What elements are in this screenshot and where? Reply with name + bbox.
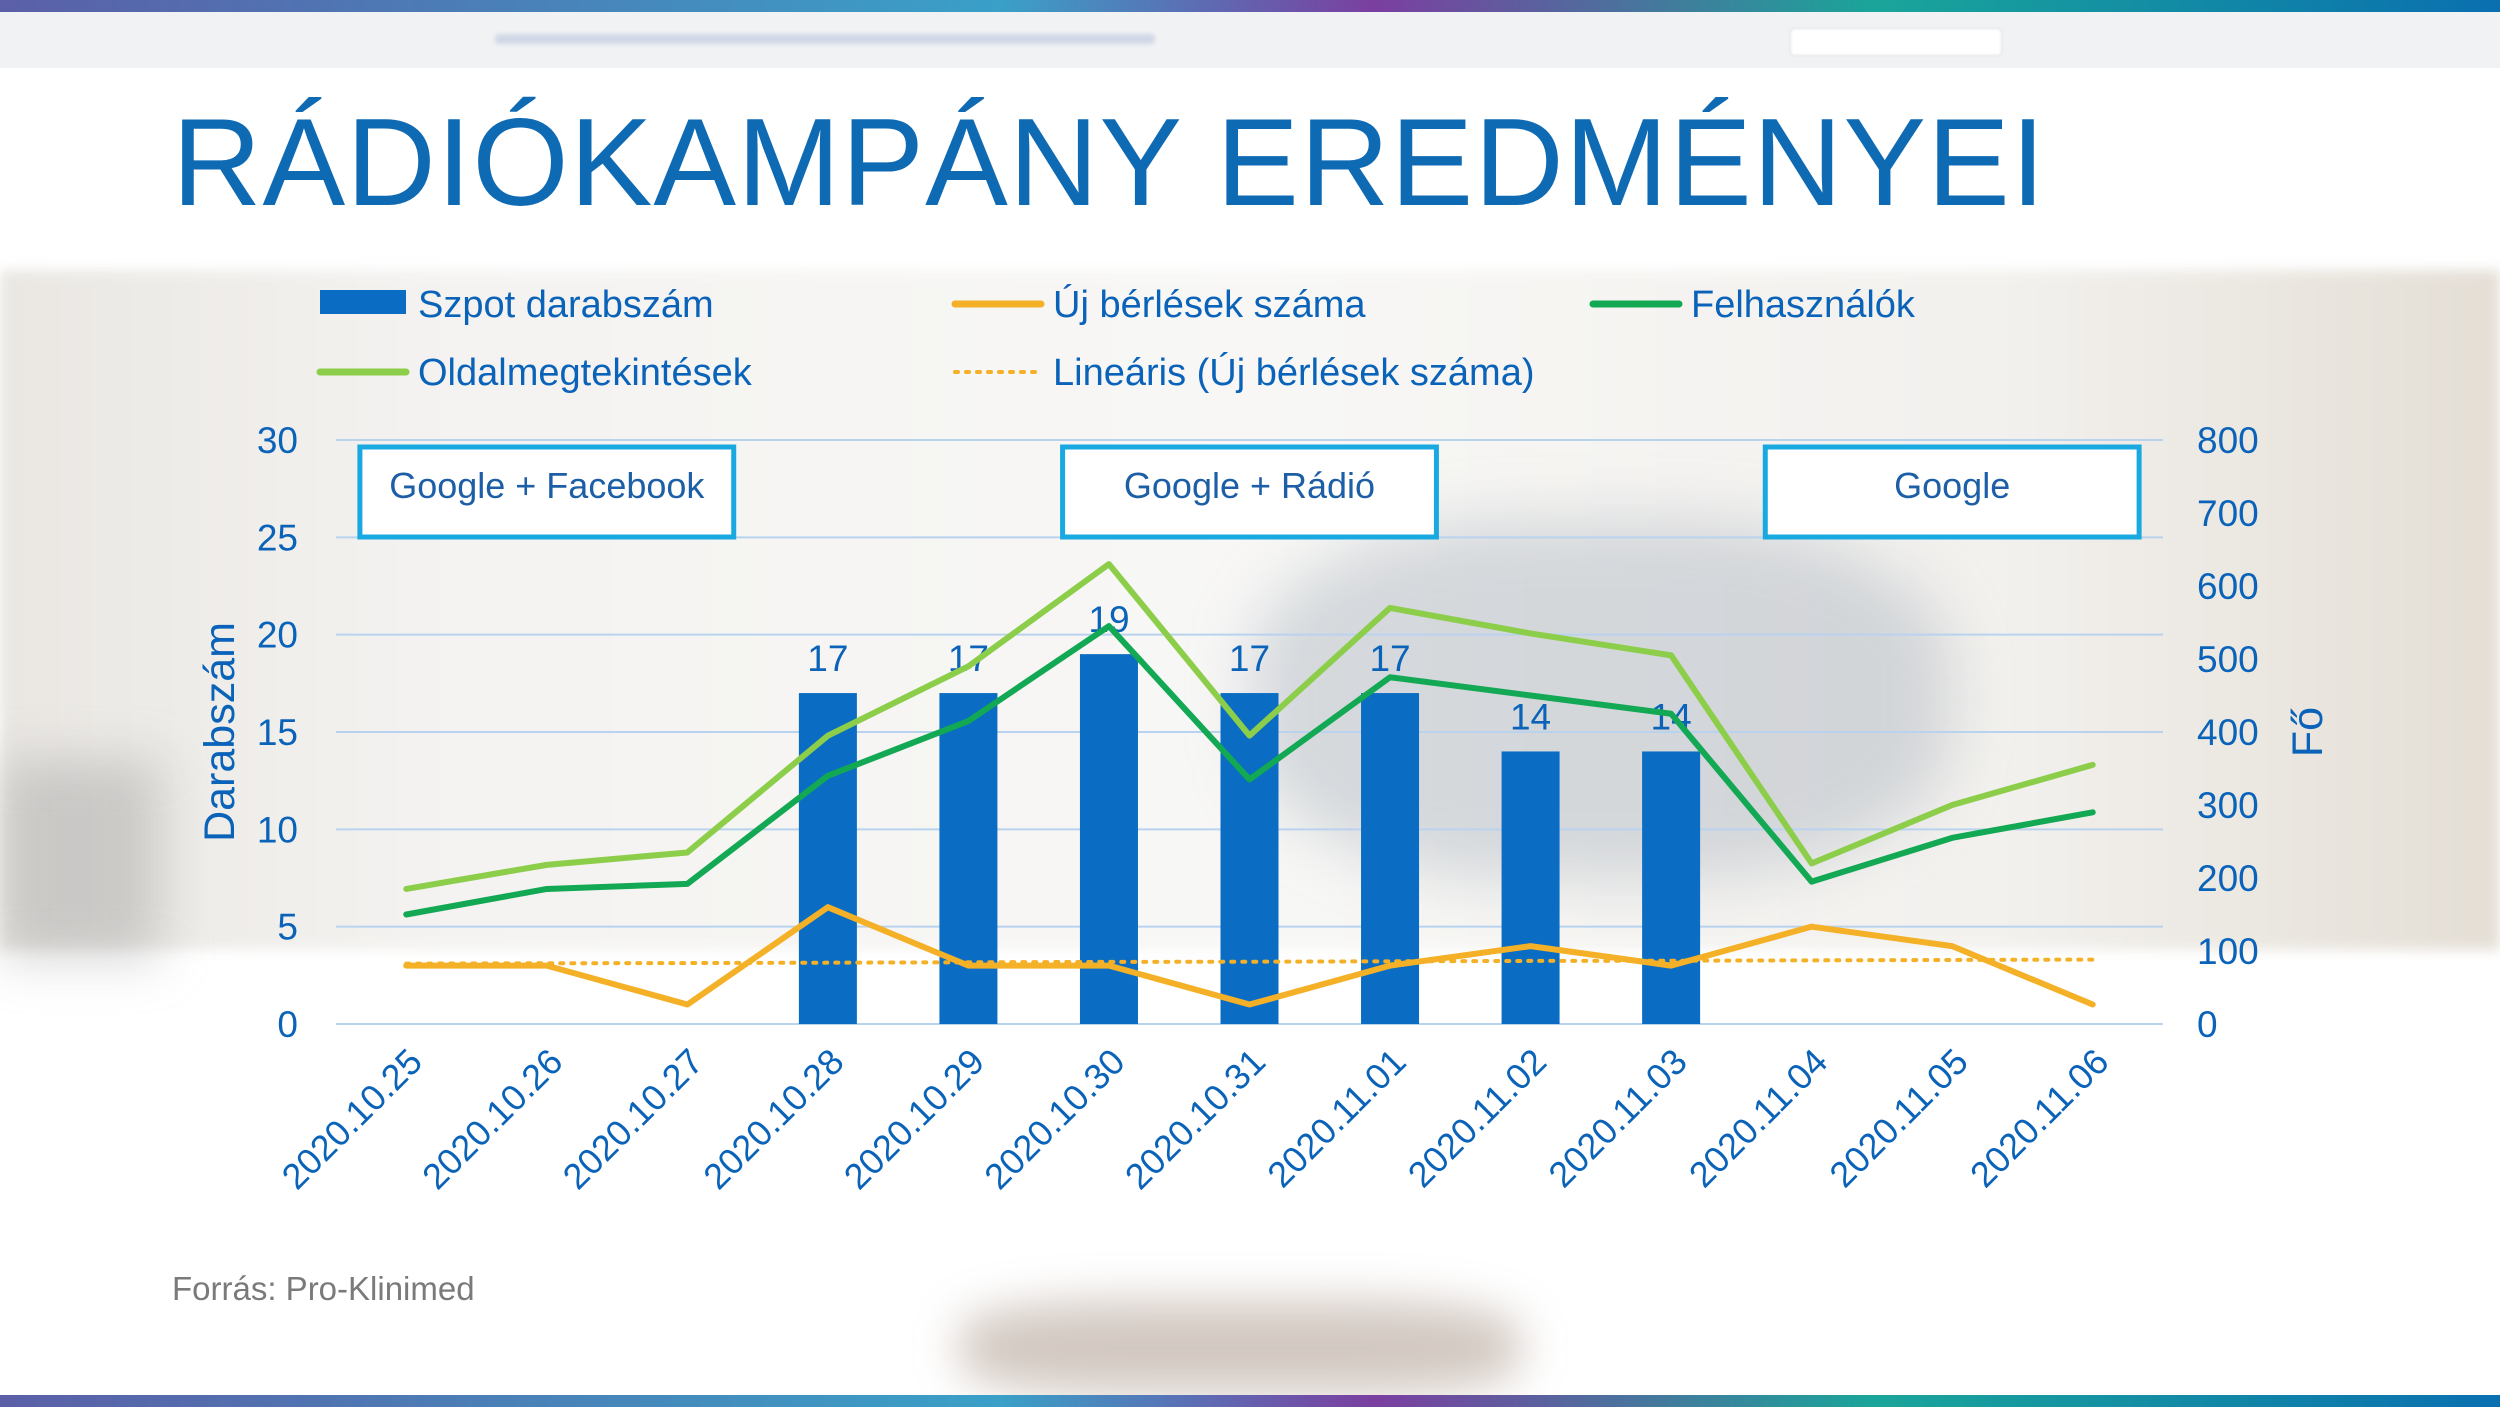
legend-label: Lineáris (Új bérlések száma): [1053, 351, 1535, 394]
annotation-box: [1762, 444, 2142, 540]
legend-label: Szpot darabszám: [418, 284, 714, 326]
legend-entry: Oldalmegtekintések: [316, 352, 753, 394]
annotation-box: [357, 444, 737, 540]
x-tick-label: 2020.11.06: [1962, 1041, 2117, 1196]
legend-entry: Felhasználók: [1589, 284, 1916, 326]
background-browser-strip: [0, 12, 2500, 68]
annotation-box: [1060, 444, 1439, 540]
bar-data-label: 14: [1510, 696, 1551, 737]
bar: [1361, 693, 1420, 1024]
y2-tick-label: 800: [2197, 420, 2259, 461]
y2-tick-label: 600: [2197, 566, 2259, 607]
annotation-label: Google + Rádió: [1124, 465, 1375, 506]
x-tick-label: 2020.11.05: [1821, 1041, 1976, 1196]
legend-entry: Szpot darabszám: [320, 284, 714, 326]
blurred-search-box: [1790, 28, 2002, 56]
series-line: [403, 623, 2096, 918]
y-axis-title: Darabszám: [196, 622, 244, 842]
x-tick-label: 2020.11.01: [1259, 1041, 1414, 1196]
legend-swatch: [320, 290, 406, 314]
x-tick-label: 2020.10.30: [976, 1041, 1132, 1197]
bottom-gradient-bar: [0, 1395, 2500, 1407]
bar: [939, 693, 998, 1024]
y-tick-label: 30: [257, 420, 298, 461]
y2-tick-label: 400: [2197, 712, 2259, 753]
y2-tick-label: 200: [2197, 858, 2259, 899]
top-gradient-bar: [0, 0, 2500, 12]
x-tick-label: 2020.10.27: [555, 1041, 711, 1197]
blurred-header-text: [495, 34, 1155, 44]
y-tick-label: 0: [277, 1004, 298, 1045]
bar: [1220, 693, 1279, 1024]
x-tick-label: 2020.10.29: [836, 1041, 992, 1197]
y2-tick-label: 100: [2197, 931, 2259, 972]
bar: [1642, 751, 1701, 1024]
x-tick-label: 2020.11.04: [1681, 1041, 1836, 1196]
y-tick-label: 10: [257, 809, 298, 850]
y2-tick-label: 300: [2197, 785, 2259, 826]
source-note: Forrás: Pro-Klinimed: [172, 1270, 475, 1307]
legend-label: Új bérlések száma: [1053, 283, 1366, 326]
y2-tick-label: 500: [2197, 639, 2259, 680]
x-tick-label: 2020.11.03: [1540, 1041, 1695, 1196]
series-line: [403, 904, 2096, 1008]
bar-data-label: 17: [1369, 638, 1410, 679]
y-tick-label: 15: [257, 712, 298, 753]
x-tick-label: 2020.11.02: [1400, 1041, 1555, 1196]
legend-entry: Új bérlések száma: [951, 283, 1366, 326]
slide-title: RÁDIÓKAMPÁNY EREDMÉNYEI: [172, 94, 2047, 232]
x-tick-label: 2020.10.31: [1117, 1041, 1273, 1197]
y2-axis-title: Fő: [2284, 707, 2332, 757]
y-tick-label: 20: [257, 615, 298, 656]
series-line: [403, 561, 2096, 892]
blurred-background-shape: [0, 760, 160, 960]
bar: [798, 693, 857, 1024]
legend-label: Oldalmegtekintések: [418, 352, 753, 394]
x-tick-label: 2020.10.26: [414, 1041, 570, 1197]
bar-data-label: 17: [1229, 638, 1270, 679]
y2-tick-label: 0: [2197, 1004, 2218, 1045]
y-tick-label: 5: [277, 907, 298, 948]
bar: [1501, 751, 1560, 1024]
annotation-label: Google: [1894, 465, 2010, 506]
y2-tick-label: 700: [2197, 493, 2259, 534]
bar-data-label: 17: [807, 638, 848, 679]
annotation-label: Google + Facebook: [389, 465, 705, 506]
legend-entry: Lineáris (Új bérlések száma): [953, 351, 1535, 394]
y-tick-label: 25: [257, 517, 298, 558]
x-tick-label: 2020.10.25: [274, 1041, 430, 1197]
x-tick-label: 2020.10.28: [695, 1041, 851, 1197]
legend-label: Felhasználók: [1691, 284, 1916, 326]
blurred-background-shape: [960, 1300, 1520, 1395]
